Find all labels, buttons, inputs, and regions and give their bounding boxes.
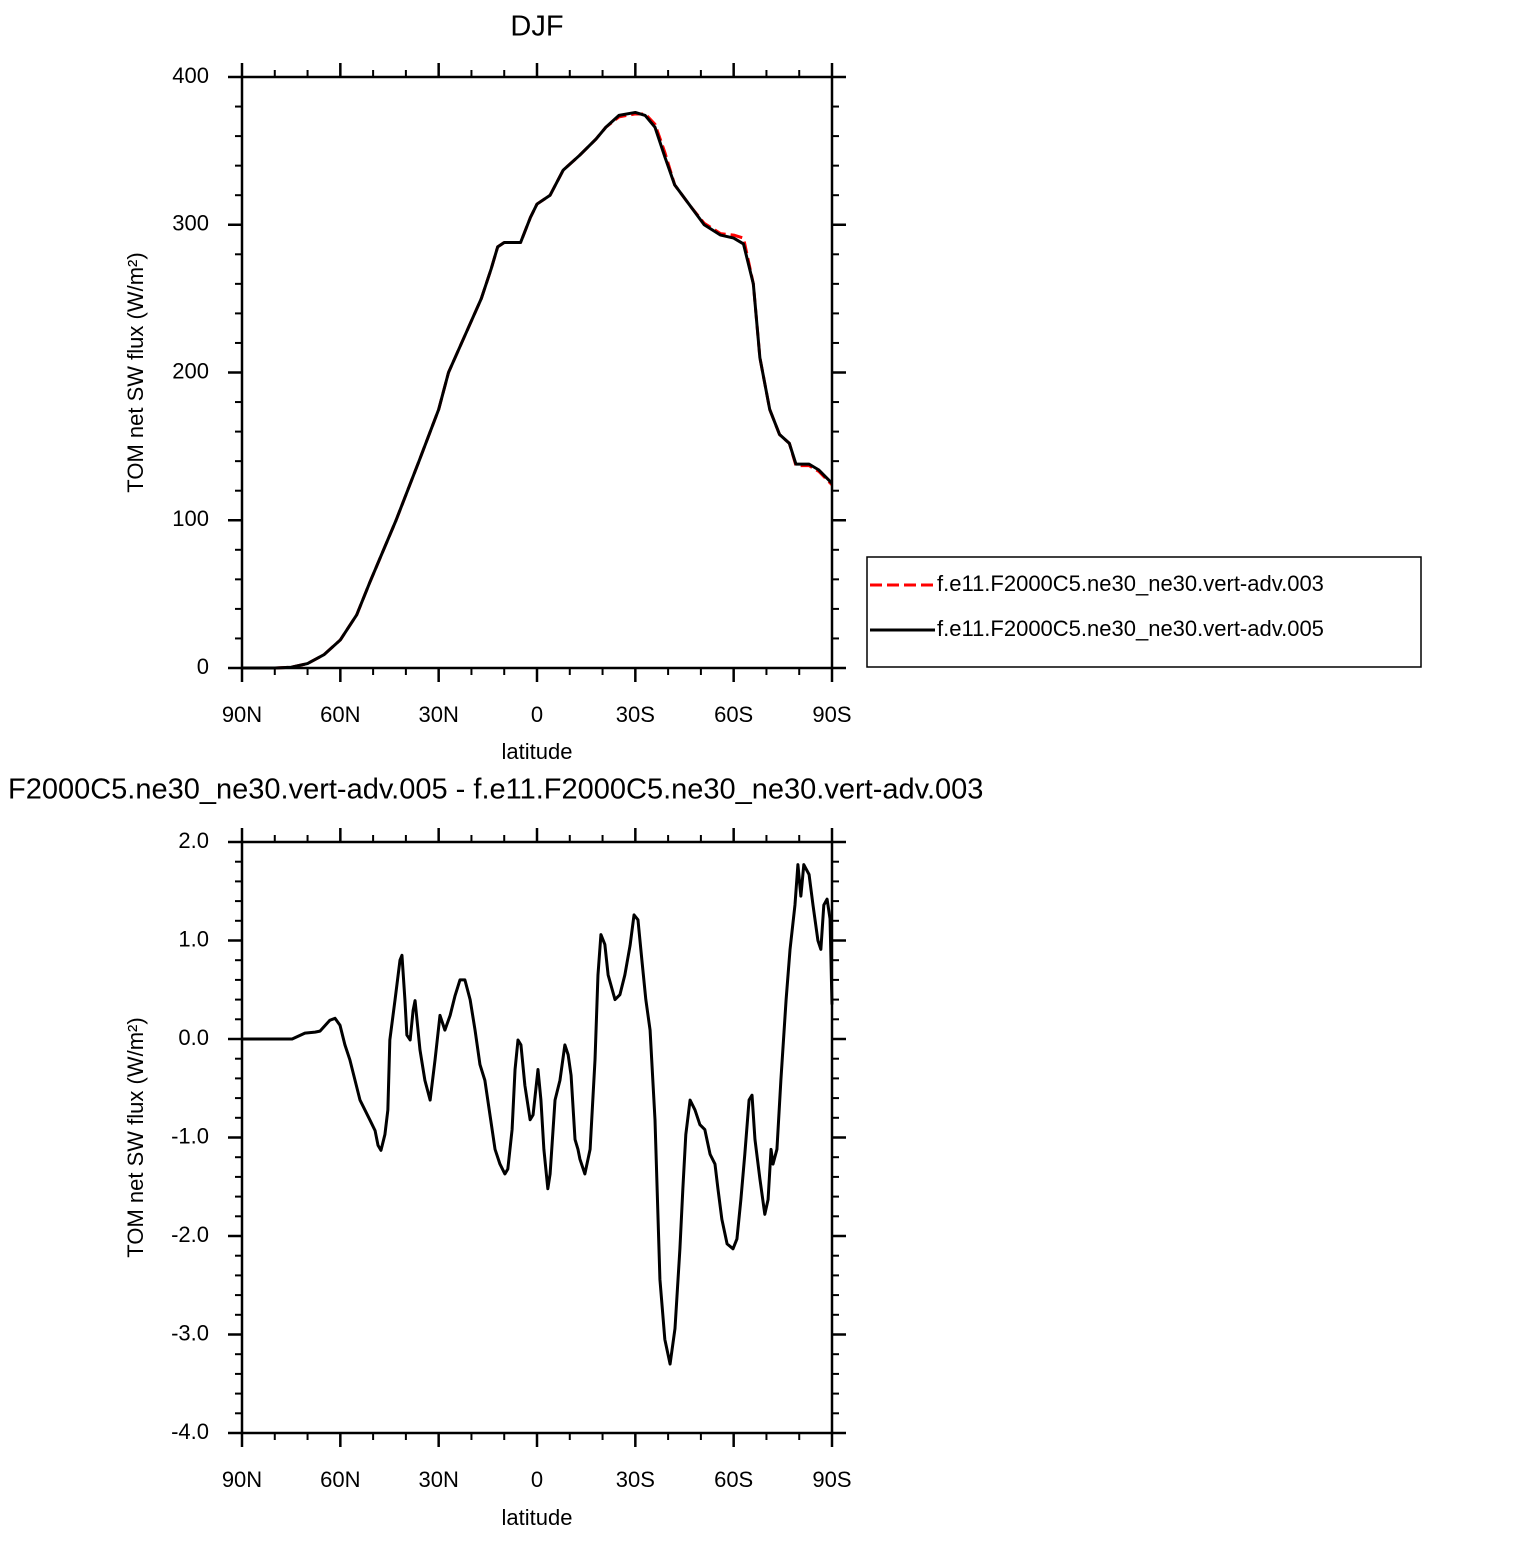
y-tick-label: 1.0: [178, 926, 209, 951]
x-tick-label: 30S: [616, 702, 655, 727]
x-tick-label: 90N: [222, 1467, 262, 1492]
y-axis-label: TOM net SW flux (W/m²): [123, 1017, 148, 1257]
x-tick-label: 30S: [616, 1467, 655, 1492]
x-tick-label: 60S: [714, 1467, 753, 1492]
x-tick-label: 90N: [222, 702, 262, 727]
y-tick-label: -1.0: [171, 1123, 209, 1148]
x-tick-label: 90S: [812, 702, 851, 727]
legend-label: f.e11.F2000C5.ne30_ne30.vert-adv.003: [937, 571, 1324, 596]
x-axis-label: latitude: [502, 739, 573, 764]
y-axis-label: TOM net SW flux (W/m²): [123, 252, 148, 492]
plot-frame: [240, 840, 834, 1435]
x-tick-label: 30N: [418, 1467, 458, 1492]
data-line: [242, 863, 834, 1366]
y-tick-label: 300: [172, 211, 209, 236]
x-tick-label: 60N: [320, 702, 360, 727]
x-axis-label: latitude: [502, 1505, 573, 1530]
data-line: [242, 110, 834, 670]
x-tick-label: 60N: [320, 1467, 360, 1492]
legend-box: [866, 556, 1422, 668]
x-tick-label: 60S: [714, 702, 753, 727]
y-tick-label: 0.0: [178, 1025, 209, 1050]
x-tick-label: 0: [531, 702, 543, 727]
y-tick-label: 2.0: [178, 828, 209, 853]
y-tick-label: -3.0: [171, 1320, 209, 1345]
y-tick-label: 200: [172, 358, 209, 383]
y-tick-label: 0: [197, 654, 209, 679]
y-tick-label: 100: [172, 506, 209, 531]
plot-frame: [240, 75, 834, 670]
y-tick-label: 400: [172, 63, 209, 88]
y-tick-label: -2.0: [171, 1222, 209, 1247]
chart-title: DJF: [510, 11, 563, 43]
x-tick-label: 0: [531, 1467, 543, 1492]
data-line: [242, 112, 834, 670]
x-tick-label: 90S: [812, 1467, 851, 1492]
y-tick-label: -4.0: [171, 1419, 209, 1444]
legend-label: f.e11.F2000C5.ne30_ne30.vert-adv.005: [937, 616, 1324, 641]
chart-title: F2000C5.ne30_ne30.vert-adv.005 - f.e11.F…: [8, 774, 983, 806]
x-tick-label: 30N: [418, 702, 458, 727]
